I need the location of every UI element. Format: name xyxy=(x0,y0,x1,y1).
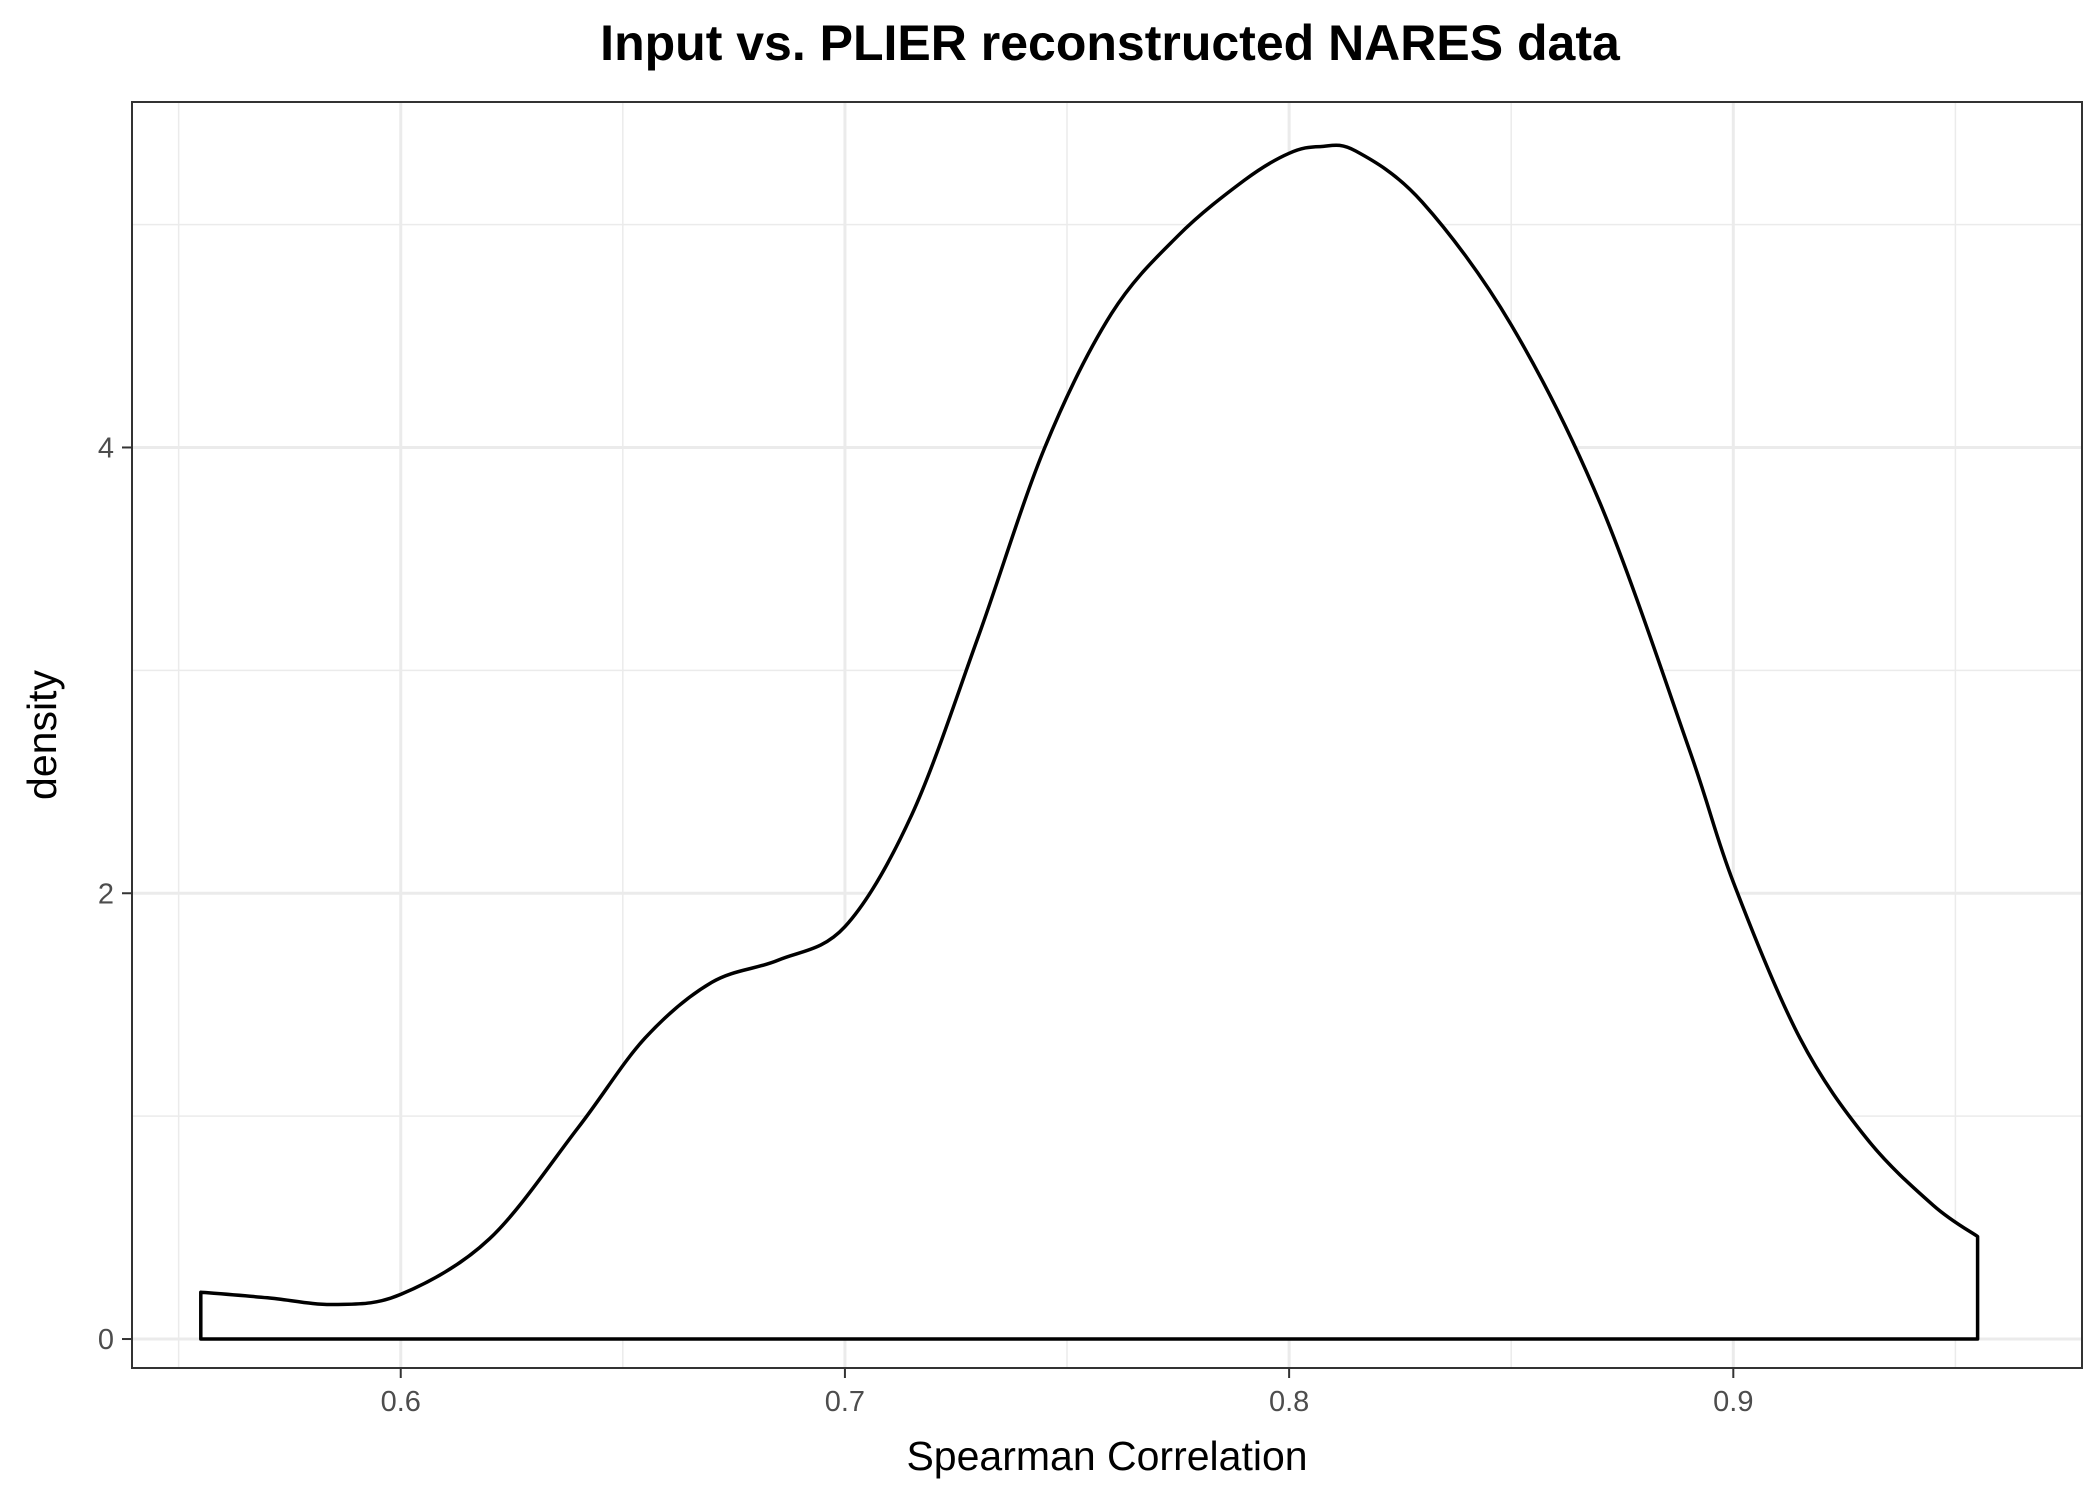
y-axis-ticks: 0 2 4 xyxy=(98,432,132,1356)
panel-border xyxy=(131,101,2083,1369)
x-tick-label-1: 0.7 xyxy=(825,1386,865,1418)
y-tick-label-0: 0 xyxy=(98,1324,114,1356)
y-tick-label-1: 2 xyxy=(98,878,114,910)
density-curve xyxy=(199,143,1980,1341)
x-tick-label-2: 0.8 xyxy=(1269,1386,1309,1418)
x-axis-ticks: 0.6 0.7 0.8 0.9 xyxy=(381,1368,1753,1418)
x-tick-label-0: 0.6 xyxy=(381,1386,421,1418)
y-tick-label-2: 4 xyxy=(98,432,114,464)
y-axis-title: density xyxy=(19,670,65,800)
x-tick-label-3: 0.9 xyxy=(1713,1386,1753,1418)
chart-title: Input vs. PLIER reconstructed NARES data xyxy=(600,15,1621,71)
x-axis-title: Spearman Correlation xyxy=(906,1433,1307,1479)
